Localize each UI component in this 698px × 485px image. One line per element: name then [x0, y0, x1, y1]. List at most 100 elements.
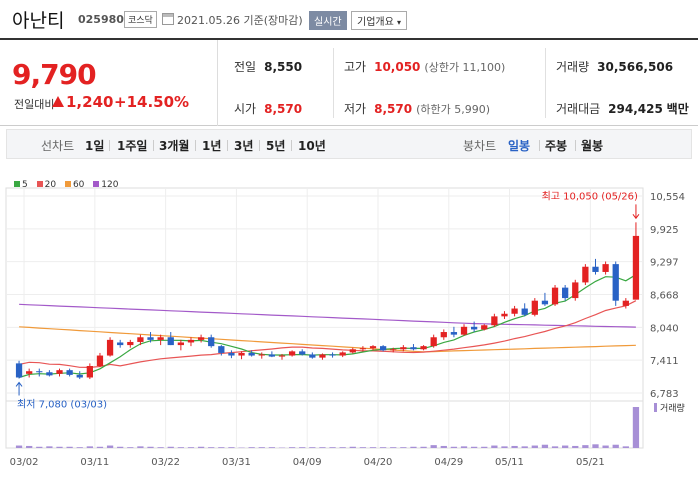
volume-bar — [248, 447, 255, 448]
stat-amount-label: 거래대금 — [556, 102, 601, 116]
ma20-line — [18, 300, 637, 369]
stat-high-limit: (상한가 11,100) — [424, 61, 506, 74]
realtime-button[interactable]: 실시간 — [309, 11, 347, 30]
x-tick-label: 04/09 — [293, 457, 322, 468]
stat-open-label: 시가 — [234, 102, 257, 116]
candle-body — [410, 347, 417, 350]
x-tick-label: 03/02 — [10, 457, 39, 468]
volume-bar — [117, 446, 124, 448]
volume-bar — [460, 446, 468, 448]
candle-body — [46, 372, 53, 376]
period-5y[interactable]: 5년 — [266, 139, 286, 153]
candle-body — [248, 352, 255, 356]
candle-body — [602, 264, 609, 272]
candle-body — [36, 371, 43, 373]
volume-bar — [258, 447, 265, 448]
candle-body — [117, 342, 124, 346]
stat-volume-label: 거래량 — [556, 60, 590, 74]
candle-body — [228, 352, 235, 356]
candle-body — [582, 266, 589, 283]
separator — [195, 140, 196, 151]
candlestick-chart[interactable]: 10,554 9,925 9,297 8,668 8,040 7,411 6,783 03/0… — [0, 170, 698, 485]
candle-body — [501, 313, 508, 317]
period-10y[interactable]: 10년 — [298, 139, 326, 153]
volume-bar — [56, 446, 63, 448]
candle-body — [86, 365, 93, 378]
company-overview-button[interactable]: 기업개요 ▾ — [351, 11, 408, 30]
candle-body — [471, 326, 478, 330]
stat-amount: 거래대금 294,425 백만 — [556, 100, 689, 117]
candle-body — [379, 346, 387, 351]
change-amount: 1,240 — [66, 93, 114, 111]
legend-swatch-ma120 — [93, 181, 100, 187]
legend-ma60: 60 — [72, 180, 85, 190]
candle-weekly[interactable]: 주봉 — [545, 139, 568, 153]
stat-amount-value: 294,425 — [608, 102, 663, 116]
volume-label: 거래량 — [660, 402, 685, 414]
line-chart-label: 선차트 — [41, 139, 75, 153]
period-1d[interactable]: 1일 — [85, 139, 105, 153]
ma5-line — [18, 274, 637, 379]
separator — [539, 140, 540, 151]
candle-body — [450, 332, 458, 335]
separator — [109, 140, 110, 151]
candle-body — [258, 354, 265, 356]
stat-prev-value: 8,550 — [264, 60, 303, 74]
volume-bar — [86, 446, 93, 448]
volume-bar — [167, 446, 174, 448]
period-3y[interactable]: 3년 — [234, 139, 254, 153]
volume-bar — [329, 447, 336, 448]
stat-prev-label: 전일 — [234, 60, 257, 74]
candle-body — [137, 337, 144, 342]
y-tick-label: 8,668 — [650, 291, 679, 302]
candle-body — [278, 355, 286, 357]
change-rate: +14.50% — [114, 93, 190, 111]
period-3m[interactable]: 3개월 — [159, 139, 190, 153]
volume-bar — [450, 446, 458, 448]
date-info: 2021.05.26 기준(장마감) — [162, 12, 303, 28]
volume-bar — [592, 444, 599, 448]
candle-daily[interactable]: 일봉 — [508, 139, 531, 153]
candle-body — [460, 326, 468, 335]
stat-open-value: 8,570 — [264, 102, 303, 116]
candle-body — [288, 351, 296, 356]
candle-body — [157, 337, 164, 340]
candle-body — [268, 354, 276, 357]
y-tick-label: 9,925 — [650, 225, 679, 236]
divider — [333, 48, 334, 118]
volume-bar — [430, 445, 437, 448]
volume-bar — [390, 447, 397, 448]
volume-bar — [106, 445, 114, 448]
period-1w[interactable]: 1주일 — [117, 139, 148, 153]
candle-body — [511, 308, 518, 314]
volume-bar — [208, 447, 215, 448]
up-arrow-icon — [52, 96, 64, 107]
volume-bar — [400, 447, 407, 448]
volume-bar — [541, 444, 549, 448]
candle-body — [430, 337, 437, 347]
volume-bar — [218, 447, 225, 448]
legend-swatch-ma5 — [14, 181, 20, 187]
max-arrow — [632, 204, 640, 220]
price-box: 9,790 전일대비 1,240 +14.50% — [0, 40, 218, 126]
candle-body — [309, 354, 316, 358]
candle-monthly[interactable]: 월봉 — [581, 139, 604, 153]
period-1y[interactable]: 1년 — [202, 139, 222, 153]
stat-prev: 전일 8,550 — [234, 58, 302, 75]
change-label: 전일대비 — [14, 98, 55, 111]
candle-body — [632, 235, 640, 300]
volume-bar — [481, 446, 488, 448]
volume-bar — [582, 445, 589, 448]
candle-body — [218, 346, 225, 353]
volume-bar — [36, 446, 43, 448]
candle-body — [481, 325, 488, 330]
volume-bar — [127, 447, 134, 448]
stat-volume-value: 30,566,506 — [597, 60, 674, 74]
volume-bar — [562, 445, 569, 448]
volume-bar — [76, 447, 83, 448]
candle-body — [177, 342, 184, 346]
candle-body — [76, 374, 83, 378]
chevron-down-icon: ▾ — [397, 18, 402, 27]
volume-bar — [15, 445, 23, 448]
candle-body — [390, 349, 397, 351]
